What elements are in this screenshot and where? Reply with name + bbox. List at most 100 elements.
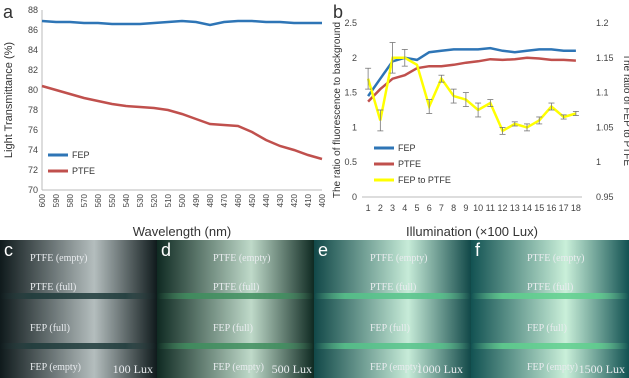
- label-ptfe-full: PTFE (full): [30, 282, 77, 293]
- x-tick-label: 400: [318, 193, 327, 207]
- glow-band: [314, 343, 471, 349]
- y2-tick-label: 1.15: [596, 53, 614, 63]
- y2-tick-label: 1: [596, 157, 601, 167]
- y-tick-label: 74: [28, 145, 38, 155]
- label-ptfe-empty: PTFE (empty): [527, 253, 585, 264]
- y-tick-label: 2.5: [344, 18, 357, 28]
- y-tick-label: 88: [28, 5, 38, 15]
- x-tick-label: 450: [248, 193, 257, 207]
- panel-label-e: e: [318, 240, 329, 260]
- x-tick-label: 11: [486, 203, 495, 213]
- legend-label: FEP to PTFE: [398, 175, 451, 185]
- y-tick-label: 72: [28, 165, 38, 175]
- x-tick-label: 18: [571, 203, 581, 213]
- y-tick-label: 84: [28, 45, 38, 55]
- x-tick-label: 8: [451, 203, 456, 213]
- x-tick-label: 470: [220, 193, 229, 207]
- legend-label: FEP: [72, 150, 90, 160]
- x-tick-label: 560: [94, 193, 103, 207]
- y-axis-title: Light Transmittance (%): [3, 42, 15, 158]
- x-tick-label: 4: [402, 203, 407, 213]
- legend-label: PTFE: [72, 166, 95, 176]
- x-tick-label: 410: [304, 193, 313, 207]
- glow-band: [0, 293, 157, 299]
- x-tick-label: 500: [178, 193, 187, 207]
- label-ptfe-empty: PTFE (empty): [213, 253, 271, 264]
- y-tick-label: 82: [28, 65, 38, 75]
- x-tick-label: 7: [439, 203, 444, 213]
- panel-label-d: d: [161, 240, 172, 260]
- label-ptfe-empty: PTFE (empty): [370, 253, 428, 264]
- photo-panel-e: e PTFE (empty) PTFE (full) FEP (full) FE…: [314, 240, 471, 378]
- series-line-fep: [367, 46, 576, 97]
- y-tick-label: 0.5: [344, 157, 357, 167]
- x-tick-label: 550: [108, 193, 117, 207]
- series-line-ptfe: [41, 84, 323, 161]
- x-tick-label: 440: [262, 193, 271, 207]
- panel-label-c: c: [4, 240, 13, 260]
- x-tick-label: 13: [510, 203, 520, 213]
- x-tick-label: 10: [473, 203, 483, 213]
- label-ptfe-full: PTFE (full): [527, 282, 574, 293]
- y2-tick-label: 1.1: [596, 88, 609, 98]
- x-tick-label: 6: [427, 203, 432, 213]
- label-ptfe-full: PTFE (full): [213, 282, 260, 293]
- glow-band: [471, 293, 629, 299]
- x-tick-label: 17: [559, 203, 569, 213]
- photo-panel-f: f PTFE (empty) PTFE (full) FEP (full) FE…: [471, 240, 629, 378]
- y-tick-label: 76: [28, 125, 38, 135]
- x-tick-label: 530: [136, 193, 145, 207]
- label-fep-empty: FEP (empty): [370, 362, 422, 373]
- glow-band: [157, 343, 314, 349]
- label-fep-full: FEP (full): [30, 323, 70, 334]
- label-fep-empty: FEP (empty): [527, 362, 579, 373]
- glow-band: [157, 293, 314, 299]
- x-tick-label: 430: [276, 193, 285, 207]
- x-tick-label: 490: [192, 193, 201, 207]
- x-axis-title: Illumination (×100 Lux): [406, 224, 538, 239]
- label-fep-full: FEP (full): [213, 323, 253, 334]
- y-tick-label: 70: [28, 185, 38, 195]
- x-tick-label: 9: [463, 203, 468, 213]
- x-axis-title: Wavelength (nm): [133, 224, 232, 239]
- x-tick-label: 12: [498, 203, 508, 213]
- label-ptfe-full: PTFE (full): [370, 282, 417, 293]
- y-tick-label: 78: [28, 105, 38, 115]
- x-tick-label: 5: [414, 203, 419, 213]
- y-tick-label: 80: [28, 85, 38, 95]
- lux-label: 500 Lux: [271, 362, 312, 376]
- x-tick-label: 420: [290, 193, 299, 207]
- panel-label-b: b: [333, 2, 343, 22]
- photo-panel-d: d PTFE (empty) PTFE (full) FEP (full) FE…: [157, 240, 314, 378]
- x-tick-label: 16: [546, 203, 556, 213]
- x-tick-label: 15: [534, 203, 544, 213]
- y-tick-label: 2: [352, 53, 357, 63]
- y-tick-label: 1.5: [344, 88, 357, 98]
- panel-label-f: f: [475, 240, 481, 260]
- x-tick-label: 3: [390, 203, 395, 213]
- y-tick-label: 0: [352, 192, 357, 202]
- y-tick-label: 86: [28, 25, 38, 35]
- series-line-ptfe: [367, 56, 576, 103]
- label-fep-empty: FEP (empty): [30, 362, 82, 373]
- label-fep-empty: FEP (empty): [213, 362, 265, 373]
- photo-panel-c: c PTFE (empty) PTFE (full) FEP (full) FE…: [0, 240, 157, 378]
- x-tick-label: 540: [122, 193, 131, 207]
- label-fep-full: FEP (full): [527, 323, 567, 334]
- x-tick-label: 460: [234, 193, 243, 207]
- x-tick-label: 580: [66, 193, 75, 207]
- series-line-fep-to-ptfe: [366, 56, 577, 133]
- y2-tick-label: 1.05: [596, 122, 614, 132]
- lux-label: 100 Lux: [112, 362, 153, 376]
- glow-band: [0, 343, 157, 349]
- x-tick-label: 480: [206, 193, 215, 207]
- lux-label: 1500 Lux: [578, 362, 625, 376]
- legend-label: FEP: [398, 143, 416, 153]
- x-tick-label: 600: [38, 193, 47, 207]
- y2-axis-title: The ratio of FEP to PTFE: [621, 54, 629, 166]
- y-tick-label: 1: [352, 122, 357, 132]
- glow-band: [471, 343, 629, 349]
- label-fep-full: FEP (full): [370, 323, 410, 334]
- lux-label: 1000 Lux: [416, 362, 463, 376]
